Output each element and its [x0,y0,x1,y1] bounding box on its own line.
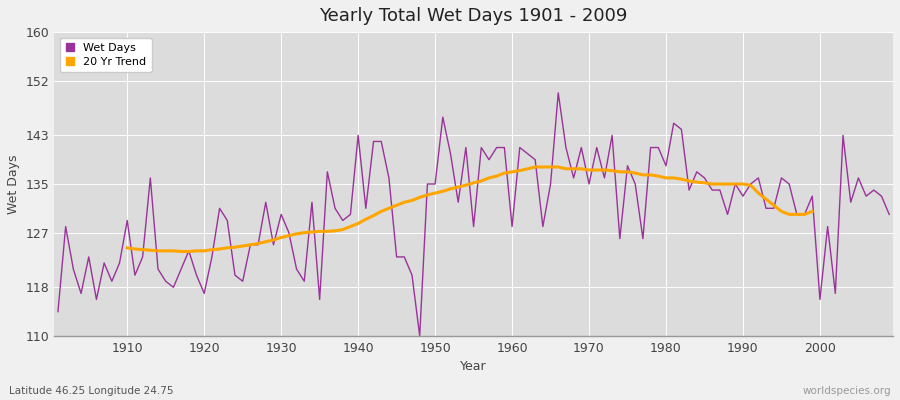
20 Yr Trend [530,164,541,169]
Wet Days [553,90,563,95]
Wet Days [507,224,517,229]
20 Yr Trend [222,246,233,250]
Title: Yearly Total Wet Days 1901 - 2009: Yearly Total Wet Days 1901 - 2009 [320,7,628,25]
Legend: Wet Days, 20 Yr Trend: Wet Days, 20 Yr Trend [59,38,152,72]
Wet Days [329,206,340,211]
20 Yr Trend [722,182,733,186]
Wet Days [114,261,125,266]
Wet Days [414,334,425,338]
20 Yr Trend [791,212,802,217]
Line: 20 Yr Trend: 20 Yr Trend [127,167,812,252]
Wet Days [52,309,63,314]
Text: Latitude 46.25 Longitude 24.75: Latitude 46.25 Longitude 24.75 [9,386,174,396]
Line: Wet Days: Wet Days [58,93,889,336]
X-axis label: Year: Year [460,360,487,373]
20 Yr Trend [806,209,817,214]
20 Yr Trend [338,227,348,232]
Wet Days [284,230,294,235]
Wet Days [515,145,526,150]
20 Yr Trend [706,182,717,186]
Wet Days [615,236,626,241]
20 Yr Trend [615,170,626,174]
Y-axis label: Wet Days: Wet Days [7,154,20,214]
20 Yr Trend [176,249,186,254]
20 Yr Trend [122,246,132,250]
Wet Days [884,212,895,217]
Text: worldspecies.org: worldspecies.org [803,386,891,396]
